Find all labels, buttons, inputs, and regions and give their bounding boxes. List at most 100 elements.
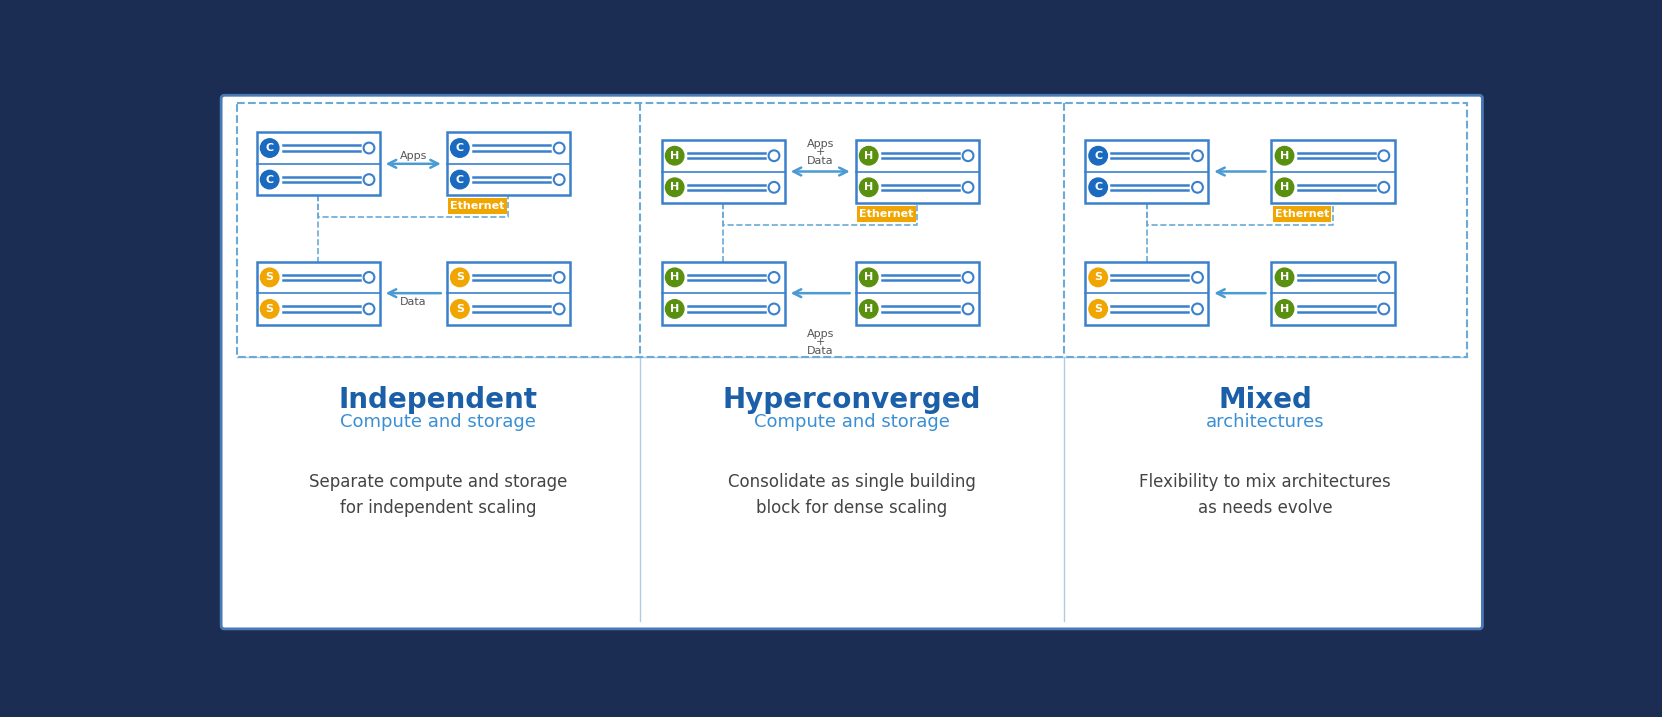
Circle shape bbox=[1089, 268, 1107, 287]
Text: C: C bbox=[455, 143, 464, 153]
Circle shape bbox=[1192, 151, 1203, 161]
FancyBboxPatch shape bbox=[447, 262, 570, 325]
Circle shape bbox=[364, 174, 374, 185]
Text: C: C bbox=[1094, 151, 1102, 161]
Text: Separate compute and storage
for independent scaling: Separate compute and storage for indepen… bbox=[309, 473, 567, 517]
Text: Data: Data bbox=[401, 298, 427, 308]
Circle shape bbox=[859, 146, 878, 165]
Text: S: S bbox=[266, 304, 274, 314]
Circle shape bbox=[962, 151, 974, 161]
Text: H: H bbox=[670, 272, 680, 282]
Text: H: H bbox=[1280, 182, 1290, 192]
Circle shape bbox=[1378, 272, 1389, 282]
Circle shape bbox=[1275, 178, 1293, 196]
Text: Hyperconverged: Hyperconverged bbox=[723, 386, 981, 414]
Text: H: H bbox=[864, 182, 873, 192]
Circle shape bbox=[364, 272, 374, 282]
Text: C: C bbox=[455, 175, 464, 184]
Text: C: C bbox=[266, 143, 274, 153]
Text: Mixed: Mixed bbox=[1218, 386, 1313, 414]
Circle shape bbox=[1378, 303, 1389, 314]
Text: H: H bbox=[670, 151, 680, 161]
Circle shape bbox=[1275, 268, 1293, 287]
Circle shape bbox=[665, 300, 685, 318]
Text: H: H bbox=[670, 182, 680, 192]
Text: C: C bbox=[1094, 182, 1102, 192]
Circle shape bbox=[1275, 300, 1293, 318]
Text: architectures: architectures bbox=[1207, 412, 1325, 430]
Text: H: H bbox=[1280, 272, 1290, 282]
FancyBboxPatch shape bbox=[661, 262, 784, 325]
FancyBboxPatch shape bbox=[449, 199, 507, 214]
FancyBboxPatch shape bbox=[221, 95, 1483, 629]
Circle shape bbox=[261, 139, 279, 157]
Circle shape bbox=[768, 182, 779, 193]
Circle shape bbox=[859, 300, 878, 318]
FancyBboxPatch shape bbox=[856, 262, 979, 325]
FancyBboxPatch shape bbox=[858, 206, 916, 222]
Circle shape bbox=[553, 143, 565, 153]
FancyBboxPatch shape bbox=[661, 140, 784, 203]
Circle shape bbox=[1192, 303, 1203, 314]
Text: H: H bbox=[1280, 151, 1290, 161]
Text: Independent: Independent bbox=[339, 386, 538, 414]
Text: H: H bbox=[864, 304, 873, 314]
Text: S: S bbox=[1094, 272, 1102, 282]
FancyBboxPatch shape bbox=[256, 132, 379, 195]
Circle shape bbox=[553, 174, 565, 185]
Text: H: H bbox=[670, 304, 680, 314]
Circle shape bbox=[665, 146, 685, 165]
Circle shape bbox=[364, 143, 374, 153]
FancyBboxPatch shape bbox=[1271, 140, 1394, 203]
Circle shape bbox=[450, 139, 469, 157]
Circle shape bbox=[450, 171, 469, 189]
FancyBboxPatch shape bbox=[856, 140, 979, 203]
Circle shape bbox=[364, 303, 374, 314]
FancyBboxPatch shape bbox=[1085, 140, 1208, 203]
Text: Apps: Apps bbox=[806, 139, 834, 149]
Circle shape bbox=[1192, 272, 1203, 282]
Text: S: S bbox=[1094, 304, 1102, 314]
Text: Data: Data bbox=[806, 156, 834, 166]
Text: Ethernet: Ethernet bbox=[450, 201, 505, 212]
Text: S: S bbox=[266, 272, 274, 282]
Text: Flexibility to mix architectures
as needs evolve: Flexibility to mix architectures as need… bbox=[1140, 473, 1391, 517]
Text: Data: Data bbox=[806, 346, 834, 356]
Text: Compute and storage: Compute and storage bbox=[755, 412, 949, 430]
Text: C: C bbox=[266, 175, 274, 184]
Circle shape bbox=[1275, 146, 1293, 165]
Circle shape bbox=[1378, 182, 1389, 193]
Text: Ethernet: Ethernet bbox=[859, 209, 914, 219]
Circle shape bbox=[665, 178, 685, 196]
Circle shape bbox=[962, 272, 974, 282]
Circle shape bbox=[553, 272, 565, 282]
Circle shape bbox=[1089, 178, 1107, 196]
Circle shape bbox=[962, 182, 974, 193]
Text: Apps: Apps bbox=[806, 329, 834, 339]
FancyBboxPatch shape bbox=[1273, 206, 1331, 222]
Circle shape bbox=[261, 300, 279, 318]
Circle shape bbox=[553, 303, 565, 314]
Text: Consolidate as single building
block for dense scaling: Consolidate as single building block for… bbox=[728, 473, 976, 517]
Text: H: H bbox=[864, 272, 873, 282]
Text: Apps: Apps bbox=[399, 151, 427, 161]
Circle shape bbox=[859, 178, 878, 196]
Text: S: S bbox=[455, 272, 464, 282]
Circle shape bbox=[665, 268, 685, 287]
Text: +: + bbox=[816, 147, 824, 157]
Circle shape bbox=[450, 300, 469, 318]
Circle shape bbox=[1089, 300, 1107, 318]
Text: H: H bbox=[864, 151, 873, 161]
Circle shape bbox=[261, 171, 279, 189]
FancyBboxPatch shape bbox=[447, 132, 570, 195]
Circle shape bbox=[450, 268, 469, 287]
Circle shape bbox=[768, 303, 779, 314]
FancyBboxPatch shape bbox=[1271, 262, 1394, 325]
Circle shape bbox=[768, 151, 779, 161]
Text: Ethernet: Ethernet bbox=[1275, 209, 1330, 219]
FancyBboxPatch shape bbox=[256, 262, 379, 325]
Text: Compute and storage: Compute and storage bbox=[341, 412, 537, 430]
FancyBboxPatch shape bbox=[1085, 262, 1208, 325]
Circle shape bbox=[962, 303, 974, 314]
Circle shape bbox=[859, 268, 878, 287]
